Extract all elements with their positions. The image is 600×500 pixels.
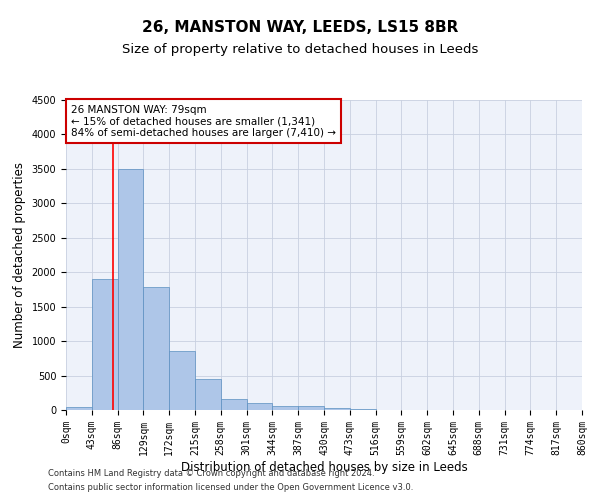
Bar	[92, 279, 118, 410]
Text: Contains public sector information licensed under the Open Government Licence v3: Contains public sector information licen…	[48, 484, 413, 492]
X-axis label: Distribution of detached houses by size in Leeds: Distribution of detached houses by size …	[181, 460, 467, 473]
Bar	[169, 352, 195, 410]
Bar	[143, 288, 169, 410]
Bar	[66, 406, 92, 410]
Bar	[350, 408, 376, 410]
Bar	[221, 399, 247, 410]
Bar	[298, 406, 324, 410]
Bar	[118, 169, 143, 410]
Bar	[195, 379, 221, 410]
Text: 26, MANSTON WAY, LEEDS, LS15 8BR: 26, MANSTON WAY, LEEDS, LS15 8BR	[142, 20, 458, 35]
Text: Contains HM Land Registry data © Crown copyright and database right 2024.: Contains HM Land Registry data © Crown c…	[48, 468, 374, 477]
Bar	[272, 406, 298, 410]
Text: Size of property relative to detached houses in Leeds: Size of property relative to detached ho…	[122, 42, 478, 56]
Bar	[324, 408, 350, 410]
Text: 26 MANSTON WAY: 79sqm
← 15% of detached houses are smaller (1,341)
84% of semi-d: 26 MANSTON WAY: 79sqm ← 15% of detached …	[71, 104, 336, 138]
Y-axis label: Number of detached properties: Number of detached properties	[13, 162, 26, 348]
Bar	[247, 403, 272, 410]
